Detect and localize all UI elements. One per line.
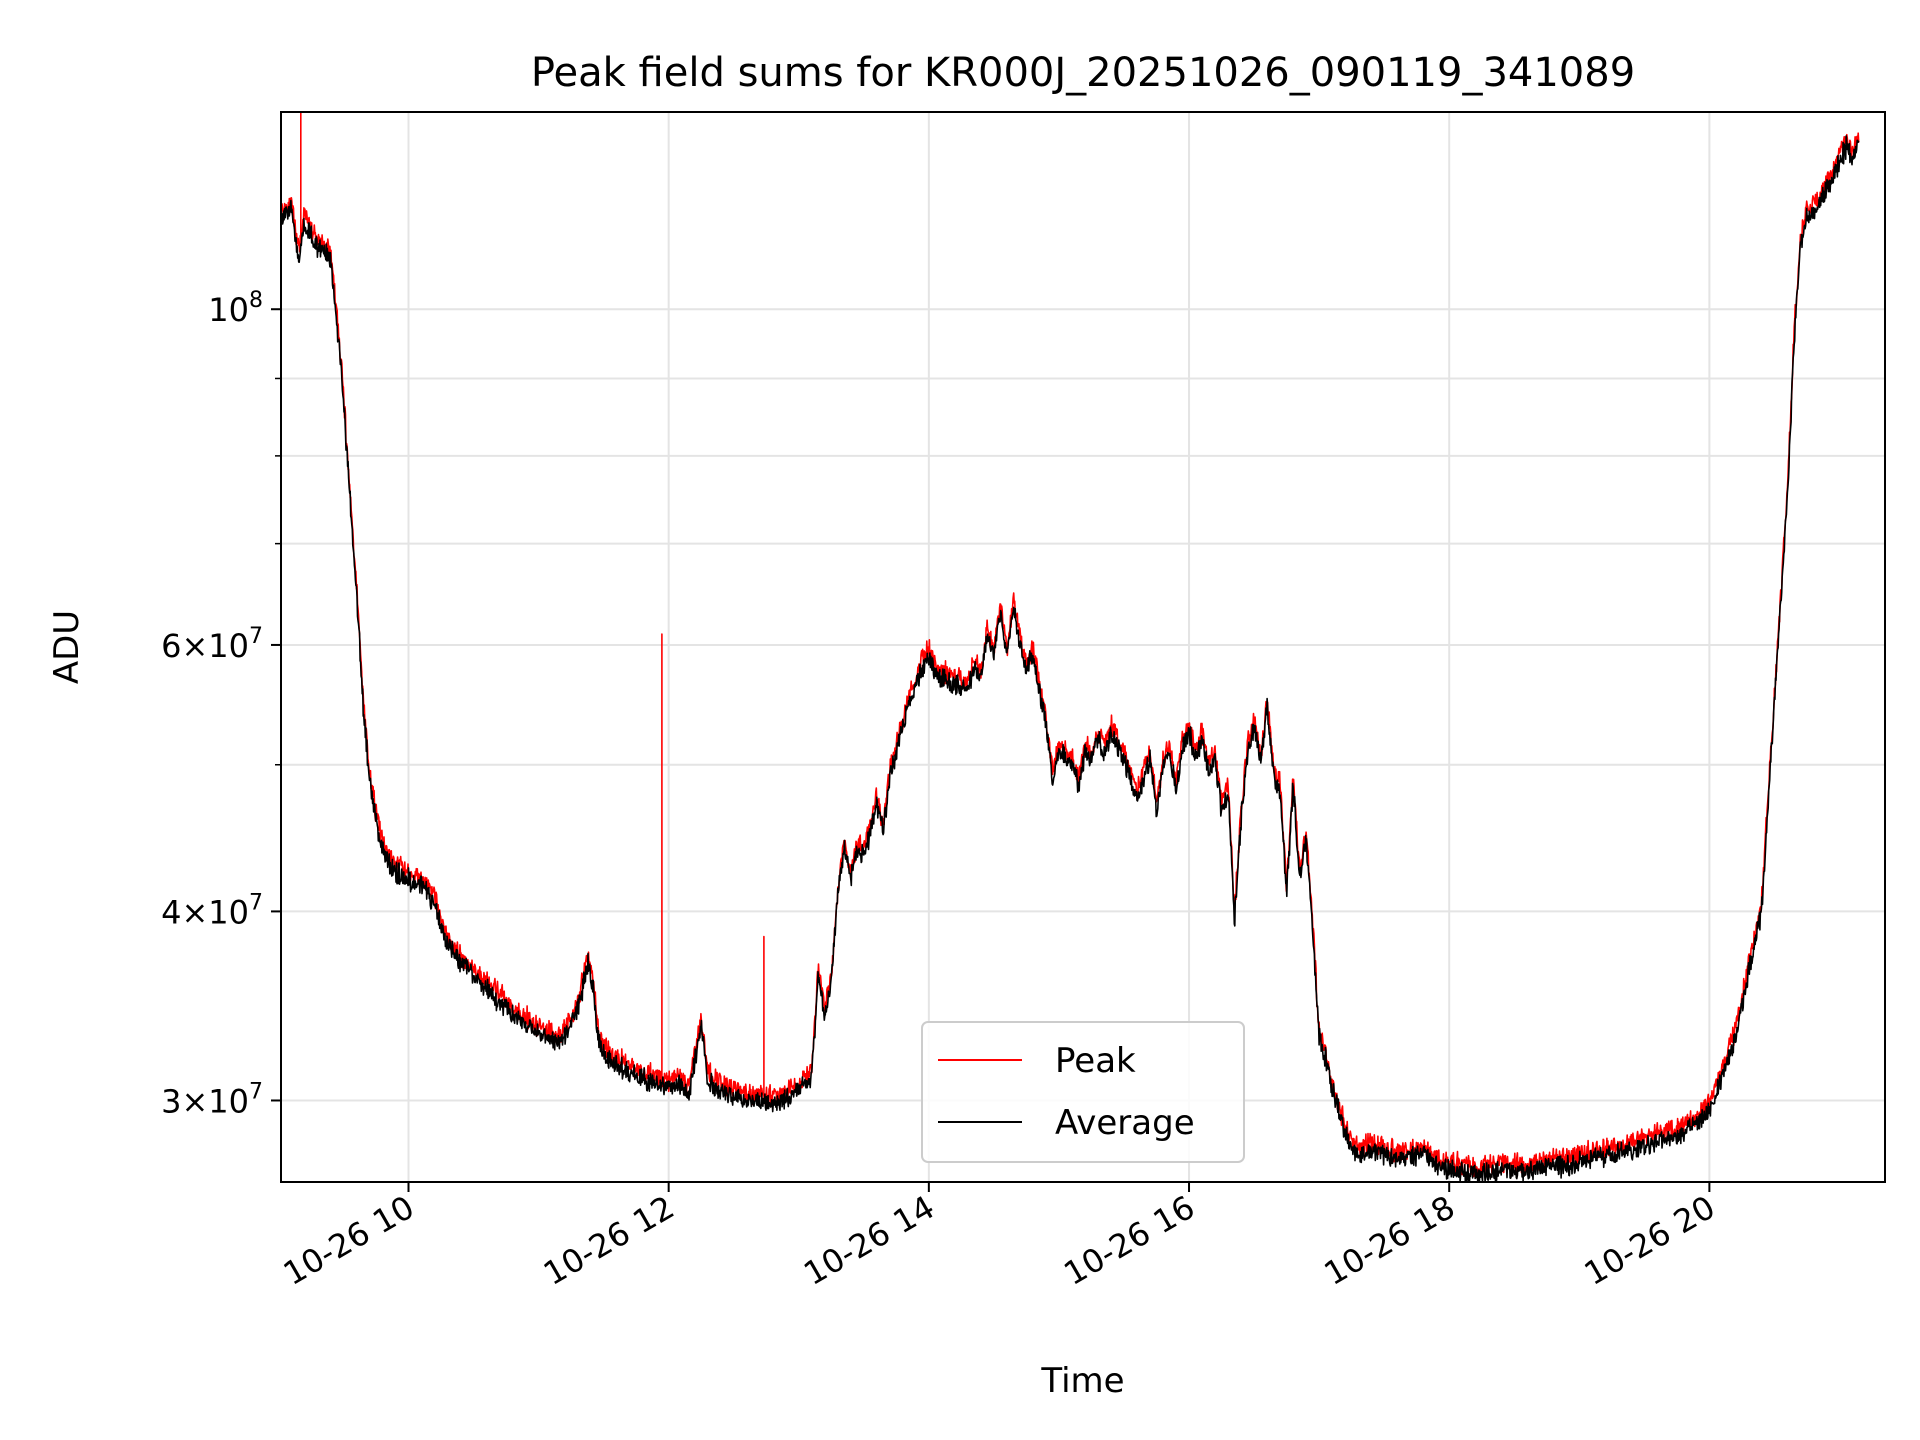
chart-title: Peak field sums for KR000J_20251026_0901…	[531, 50, 1635, 96]
x-axis-label: Time	[1040, 1361, 1124, 1401]
legend: Peak Average	[921, 1021, 1245, 1163]
legend-peak-label: Peak	[1055, 1041, 1136, 1081]
plot-frame	[280, 111, 1886, 1183]
legend-box	[921, 1021, 1245, 1163]
y-tick-label: 3×107	[161, 1079, 263, 1120]
y-tick-label: 108	[208, 288, 263, 329]
legend-average-label: Average	[1055, 1103, 1195, 1143]
series-line-average	[280, 135, 1860, 1183]
y-tick-label: 6×107	[161, 624, 263, 665]
series-layer	[280, 111, 1860, 1183]
y-axis-label: ADU	[47, 610, 87, 684]
y-tick-label: 4×107	[161, 890, 263, 931]
